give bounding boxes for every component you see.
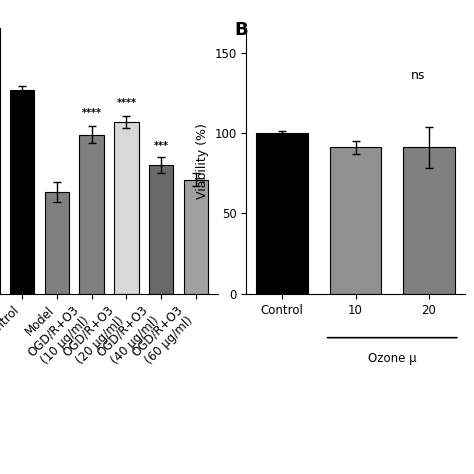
Bar xyxy=(10,90,34,294)
Text: ns: ns xyxy=(411,69,425,82)
Bar xyxy=(184,180,208,294)
Text: Ozone μ: Ozone μ xyxy=(368,352,417,365)
Text: ****: **** xyxy=(82,108,101,118)
Bar xyxy=(80,135,104,294)
Bar xyxy=(403,147,455,294)
Y-axis label: Viability (%): Viability (%) xyxy=(196,123,209,199)
Bar xyxy=(45,192,69,294)
Text: B: B xyxy=(235,21,248,39)
Bar xyxy=(330,147,381,294)
Bar xyxy=(256,133,308,294)
Text: ***: *** xyxy=(154,141,169,151)
Bar xyxy=(149,165,173,294)
Text: ****: **** xyxy=(117,98,137,108)
Bar xyxy=(114,122,138,294)
